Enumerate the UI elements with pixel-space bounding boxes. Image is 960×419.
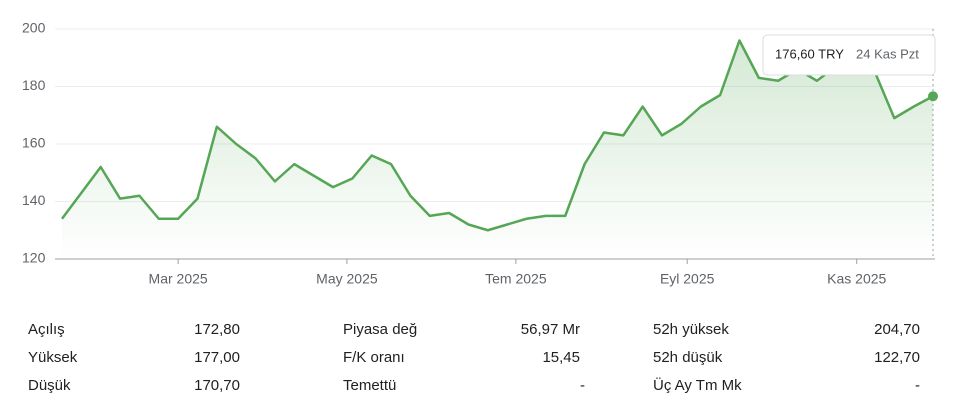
stat-label: 52h düşük — [653, 349, 723, 366]
stat-label: Yüksek — [28, 349, 78, 366]
x-tick-label: Eyl 2025 — [660, 271, 715, 287]
stat-value: 204,70 — [874, 321, 920, 338]
stat-label: Piyasa değ — [343, 321, 417, 338]
area — [62, 40, 933, 259]
stat-label: F/K oranı — [343, 349, 405, 366]
x-tick-label: Kas 2025 — [827, 271, 886, 287]
y-tick-label: 120 — [22, 250, 46, 266]
y-tick-label: 140 — [22, 192, 46, 208]
stat-value: - — [915, 377, 920, 394]
x-tick-label: Tem 2025 — [485, 271, 547, 287]
x-tick-label: Mar 2025 — [149, 271, 208, 287]
stat-label: Düşük — [28, 377, 71, 394]
stat-value: 170,70 — [194, 377, 240, 394]
tooltip-value: 176,60 TRY — [775, 46, 844, 61]
tooltip-date: 24 Kas Pzt — [856, 46, 919, 61]
stat-value: 172,80 — [194, 321, 240, 338]
stat-label: Temettü — [343, 377, 396, 394]
stat-value: 15,45 — [542, 349, 580, 366]
stat-value: 56,97 Mr — [521, 321, 580, 338]
x-tick-label: May 2025 — [316, 271, 378, 287]
stat-label: Açılış — [28, 321, 65, 338]
tooltip-box — [762, 34, 936, 76]
stat-value: - — [580, 377, 585, 394]
stat-label: 52h yüksek — [653, 321, 729, 338]
stat-value: 122,70 — [874, 349, 920, 366]
stat-label: Üç Ay Tm Mk — [653, 376, 742, 394]
y-tick-label: 180 — [22, 77, 46, 93]
y-tick-label: 160 — [22, 135, 46, 151]
stat-value: 177,00 — [194, 349, 240, 366]
hover-point — [928, 91, 938, 102]
y-tick-label: 200 — [22, 20, 46, 36]
